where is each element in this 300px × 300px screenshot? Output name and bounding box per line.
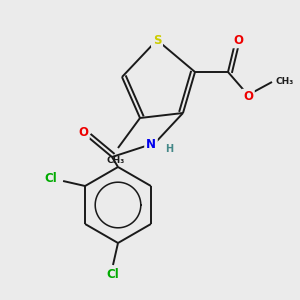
Text: O: O [78, 125, 88, 139]
Text: CH₃: CH₃ [107, 156, 125, 165]
Text: S: S [153, 34, 161, 46]
Text: CH₃: CH₃ [275, 77, 293, 86]
Text: Cl: Cl [45, 172, 58, 185]
Text: O: O [243, 91, 253, 103]
Text: O: O [233, 34, 243, 46]
Text: H: H [165, 144, 173, 154]
Text: N: N [146, 139, 156, 152]
Text: Cl: Cl [106, 268, 119, 281]
